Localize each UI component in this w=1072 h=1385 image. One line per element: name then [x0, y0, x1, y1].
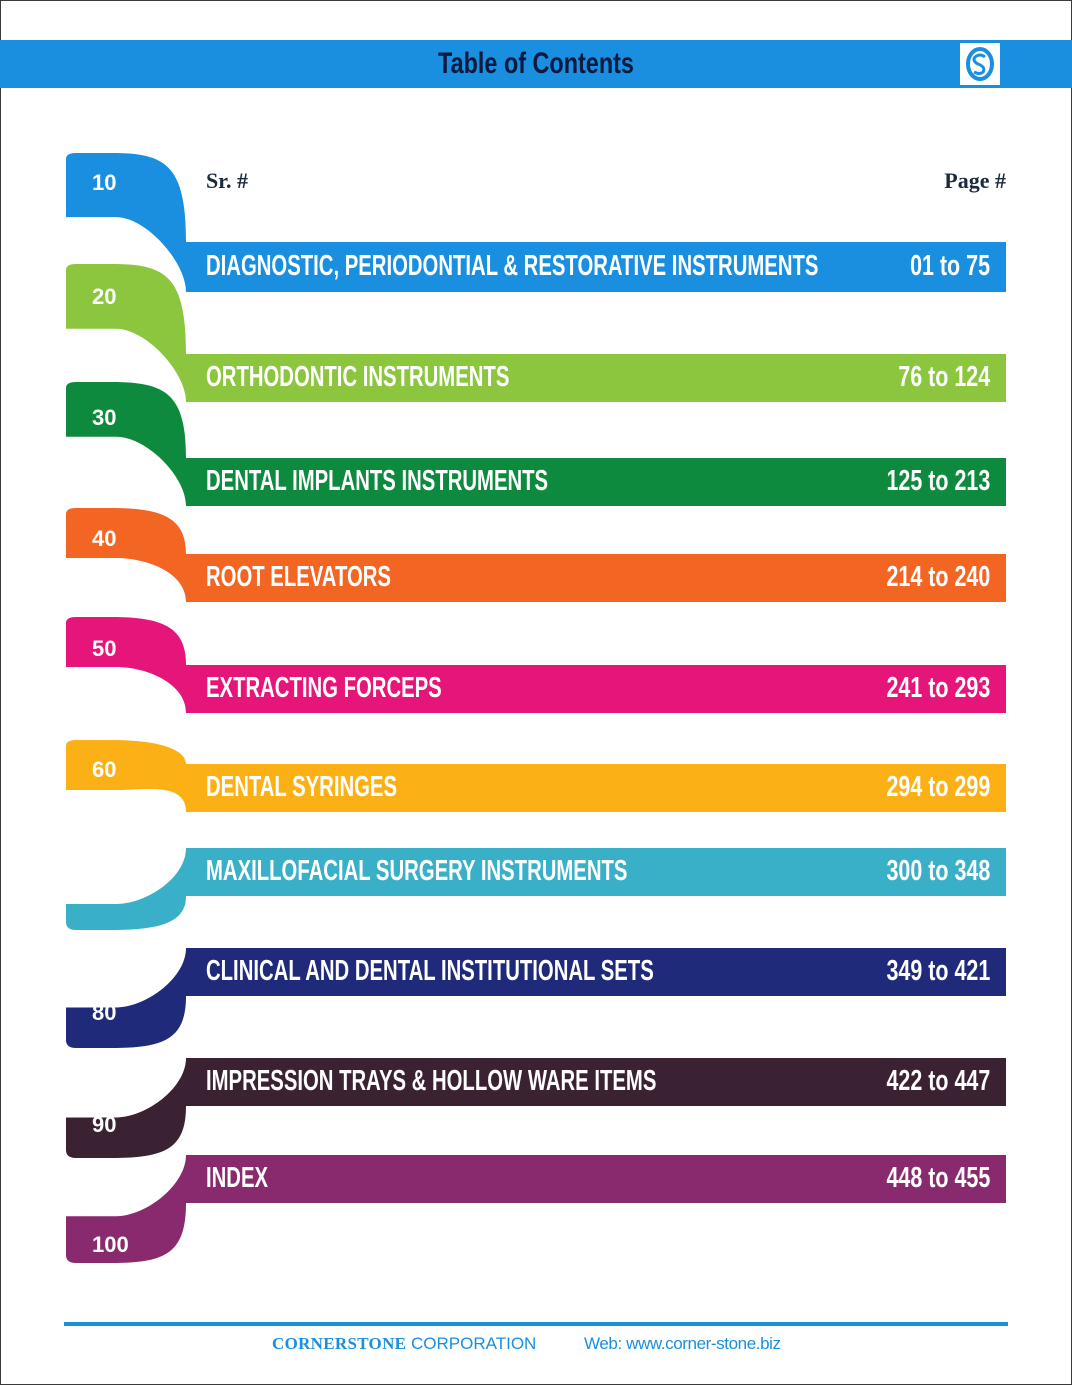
page-title: Table of Contents — [438, 47, 634, 80]
tab-number: 100 — [92, 1232, 129, 1257]
ribbon-60 — [66, 740, 1006, 812]
tab-number: 90 — [92, 1112, 117, 1137]
ribbon-90 — [66, 1058, 1006, 1158]
tab-number: 60 — [92, 757, 117, 782]
toc-entry-pages: 76 to 124 — [898, 361, 990, 393]
tab-number: 40 — [92, 526, 117, 551]
toc-entry-pages: 214 to 240 — [886, 561, 990, 593]
ribbon-50 — [66, 617, 1006, 713]
toc-entry-title[interactable]: MAXILLOFACIAL SURGERY INSTRUMENTS — [206, 855, 628, 887]
footer-company: CORNERSTONE CORPORATION — [272, 1334, 536, 1354]
toc-entry-pages: 125 to 213 — [886, 465, 990, 497]
tab-number: 10 — [92, 170, 117, 195]
page-column-header: Page # — [944, 168, 1006, 193]
ribbon-70 — [66, 848, 1006, 930]
footer-website: Web: www.corner-stone.biz — [584, 1334, 781, 1353]
toc-entry-title[interactable]: EXTRACTING FORCEPS — [206, 672, 442, 704]
toc-entry-title[interactable]: DENTAL SYRINGES — [206, 771, 398, 803]
toc-entry-title[interactable]: CLINICAL AND DENTAL INSTITUTIONAL SETS — [206, 955, 654, 987]
ribbon-80 — [66, 948, 1006, 1048]
toc-entry-title[interactable]: ROOT ELEVATORS — [206, 561, 391, 593]
toc-entry-title[interactable]: IMPRESSION TRAYS & HOLLOW WARE ITEMS — [206, 1065, 657, 1097]
tab-number: 30 — [92, 405, 117, 430]
tab-number: 70 — [92, 882, 117, 907]
ribbon-30 — [66, 382, 1006, 506]
toc-entry-pages: 294 to 299 — [886, 771, 990, 803]
toc-entry-pages: 448 to 455 — [886, 1162, 990, 1194]
toc-entry-pages: 349 to 421 — [886, 955, 990, 987]
ribbon-100 — [66, 1155, 1006, 1263]
sr-column-header: Sr. # — [206, 168, 248, 193]
ribbon-20 — [66, 264, 1006, 402]
ribbon-10 — [66, 153, 1006, 292]
tab-number: 50 — [92, 636, 117, 661]
tab-number: 80 — [92, 1000, 117, 1025]
toc-entry-title[interactable]: DENTAL IMPLANTS INSTRUMENTS — [206, 465, 549, 497]
logo-icon — [958, 41, 1002, 87]
toc-entry-title[interactable]: INDEX — [206, 1162, 269, 1194]
footer-divider — [64, 1322, 1008, 1326]
tab-number: 20 — [92, 284, 117, 309]
toc-entry-title[interactable]: ORTHODONTIC INSTRUMENTS — [206, 361, 510, 393]
toc-entry-pages: 300 to 348 — [886, 855, 990, 887]
company-name-bold: CORNERSTONE — [272, 1334, 407, 1353]
toc-entry-pages: 422 to 447 — [886, 1065, 990, 1097]
toc-entry-pages: 01 to 75 — [910, 250, 990, 282]
toc-entry-title[interactable]: DIAGNOSTIC, PERIODONTIAL & RESTORATIVE I… — [206, 250, 819, 282]
header-bar — [0, 40, 1072, 88]
toc-entry-pages: 241 to 293 — [886, 672, 990, 704]
ribbon-40 — [66, 508, 1006, 602]
company-name-rest: CORPORATION — [406, 1334, 537, 1353]
